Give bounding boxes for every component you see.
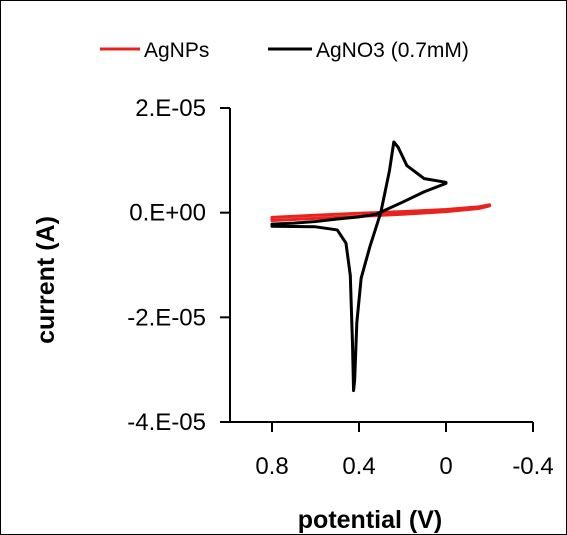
y-tick-label: -4.E-05 (127, 409, 206, 436)
x-ticks: 0.8 0.4 0 -0.4 (255, 422, 554, 480)
legend-label-agno3: AgNO3 (0.7mM) (316, 39, 469, 62)
series-line-agno3 (270, 140, 448, 393)
y-tick-label: 0.E+00 (129, 200, 206, 227)
legend: AgNPs AgNO3 (0.7mM) (100, 39, 469, 62)
x-tick-label: 0.8 (255, 453, 288, 480)
axes (229, 108, 533, 423)
series-layer (270, 140, 491, 393)
y-tick-label: -2.E-05 (127, 304, 206, 331)
y-axis-title: current (A) (32, 216, 60, 344)
legend-label-agnps: AgNPs (144, 39, 209, 62)
y-tick-label: 2.E-05 (135, 95, 206, 122)
y-ticks: 2.E-05 0.E+00 -2.E-05 -4.E-05 (127, 95, 230, 436)
x-tick-label: -0.4 (512, 453, 553, 480)
x-tick-label: 0 (439, 453, 452, 480)
x-tick-label: 0.4 (342, 453, 375, 480)
x-axis-title: potential (V) (298, 506, 442, 534)
series-line-agnps (270, 203, 491, 223)
